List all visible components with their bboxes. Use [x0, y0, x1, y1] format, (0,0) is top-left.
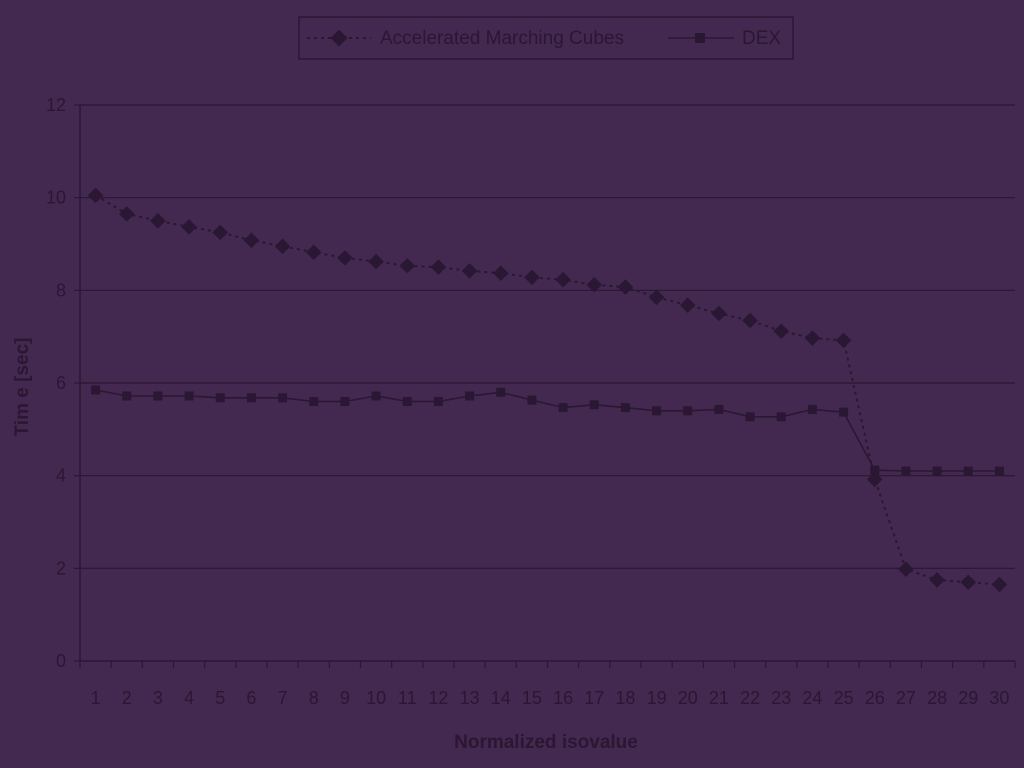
series-0-point-5 [212, 224, 229, 241]
legend-label-amc: Accelerated Marching Cubes [380, 28, 624, 49]
x-tick-label-1: 1 [91, 688, 101, 708]
x-tick-label-20: 20 [678, 688, 698, 708]
x-tick-label-10: 10 [366, 688, 386, 708]
x-tick-label-7: 7 [278, 688, 288, 708]
series-0-point-6 [243, 232, 260, 249]
x-tick-label-19: 19 [647, 688, 667, 708]
y-tick-label-4: 4 [56, 466, 66, 486]
x-tick-label-23: 23 [771, 688, 791, 708]
series-0-point-29 [960, 574, 977, 591]
x-tick-label-15: 15 [522, 688, 542, 708]
series-1-point-27 [901, 466, 911, 476]
x-tick-label-22: 22 [740, 688, 760, 708]
series-1-point-8 [309, 397, 319, 407]
series-1-point-29 [963, 466, 973, 476]
x-tick-label-21: 21 [709, 688, 729, 708]
x-tick-label-17: 17 [584, 688, 604, 708]
x-tick-label-5: 5 [215, 688, 225, 708]
legend-label-dex: DEX [742, 28, 781, 49]
x-tick-label-3: 3 [153, 688, 163, 708]
legend: Accelerated Marching Cubes DEX [298, 16, 794, 60]
x-tick-label-4: 4 [184, 688, 194, 708]
series-0-point-1 [87, 187, 104, 204]
x-tick-label-29: 29 [958, 688, 978, 708]
series-1-point-15 [527, 395, 537, 405]
series-line-1 [95, 389, 1000, 472]
x-tick-label-25: 25 [834, 688, 854, 708]
series-1-point-12 [433, 397, 443, 407]
x-tick-label-27: 27 [896, 688, 916, 708]
series-0-point-2 [118, 206, 135, 222]
series-1-point-28 [932, 466, 942, 476]
series-1-point-10 [371, 391, 381, 401]
series-1-point-1 [91, 385, 101, 395]
series-1-point-24 [807, 404, 817, 414]
y-tick-label-6: 6 [56, 373, 66, 393]
series-1-point-22 [745, 412, 755, 422]
series-1-point-2 [122, 391, 132, 401]
x-tick-label-9: 9 [340, 688, 350, 708]
x-tick-label-30: 30 [989, 688, 1009, 708]
x-tick-label-16: 16 [553, 688, 573, 708]
series-1-point-23 [776, 412, 786, 422]
x-tick-label-26: 26 [865, 688, 885, 708]
x-tick-label-12: 12 [428, 688, 448, 708]
series-0-point-7 [274, 238, 291, 255]
series-1-point-20 [683, 406, 693, 416]
series-1-point-13 [465, 391, 475, 401]
legend-box [298, 16, 794, 60]
x-tick-label-2: 2 [122, 688, 132, 708]
y-tick-labels: 0 2 4 6 8 10 12 [46, 95, 66, 671]
y-tick-label-8: 8 [56, 280, 66, 300]
x-tick-label-8: 8 [309, 688, 319, 708]
x-tick-label-28: 28 [927, 688, 947, 708]
series-1-point-30 [994, 466, 1004, 476]
gridlines [80, 104, 1015, 569]
series-0-point-28 [929, 572, 945, 588]
series-0-point-4 [181, 219, 197, 235]
x-tick-label-24: 24 [802, 688, 822, 708]
series-0-point-30 [991, 576, 1008, 593]
series-1-point-9 [340, 397, 350, 407]
series-line-0 [95, 194, 1000, 586]
x-tick-labels: 1 2 3 4 5 6 7 8 9 10 11 12 13 14 15 16 17 18 19 20 21 22 23 24 2… [91, 688, 1010, 708]
series-0-point-3 [150, 213, 166, 229]
series-1-point-3 [153, 391, 163, 401]
y-tick-label-0: 0 [56, 651, 66, 671]
y-tick-label-12: 12 [46, 95, 66, 115]
x-tick-label-14: 14 [491, 688, 511, 708]
x-tick-label-11: 11 [398, 688, 417, 708]
y-axis-title: Tim e [sec] [12, 338, 33, 437]
series-1-point-4 [184, 391, 194, 401]
series-1-point-19 [652, 406, 662, 416]
legend-marker-square [695, 33, 705, 43]
x-tick-label-6: 6 [246, 688, 256, 708]
x-axis-title: Normalized isovalue [454, 732, 638, 753]
series-1-point-11 [402, 397, 412, 407]
series-1-point-18 [620, 403, 630, 413]
axes [74, 104, 1016, 668]
series-1-point-17 [589, 400, 599, 410]
series-1-point-25 [839, 407, 849, 417]
x-tick-label-18: 18 [615, 688, 635, 708]
y-tick-label-10: 10 [46, 188, 66, 208]
y-tick-label-2: 2 [56, 558, 66, 578]
series-1-point-16 [558, 403, 568, 413]
series-1-point-7 [278, 393, 288, 403]
series-1-point-21 [714, 404, 724, 414]
series-1-point-5 [215, 393, 225, 403]
series-1-point-6 [246, 393, 256, 403]
series-1-point-26 [870, 465, 880, 475]
x-tick-label-13: 13 [460, 688, 480, 708]
series-0-point-27 [898, 561, 914, 578]
series-1-point-14 [496, 387, 506, 397]
